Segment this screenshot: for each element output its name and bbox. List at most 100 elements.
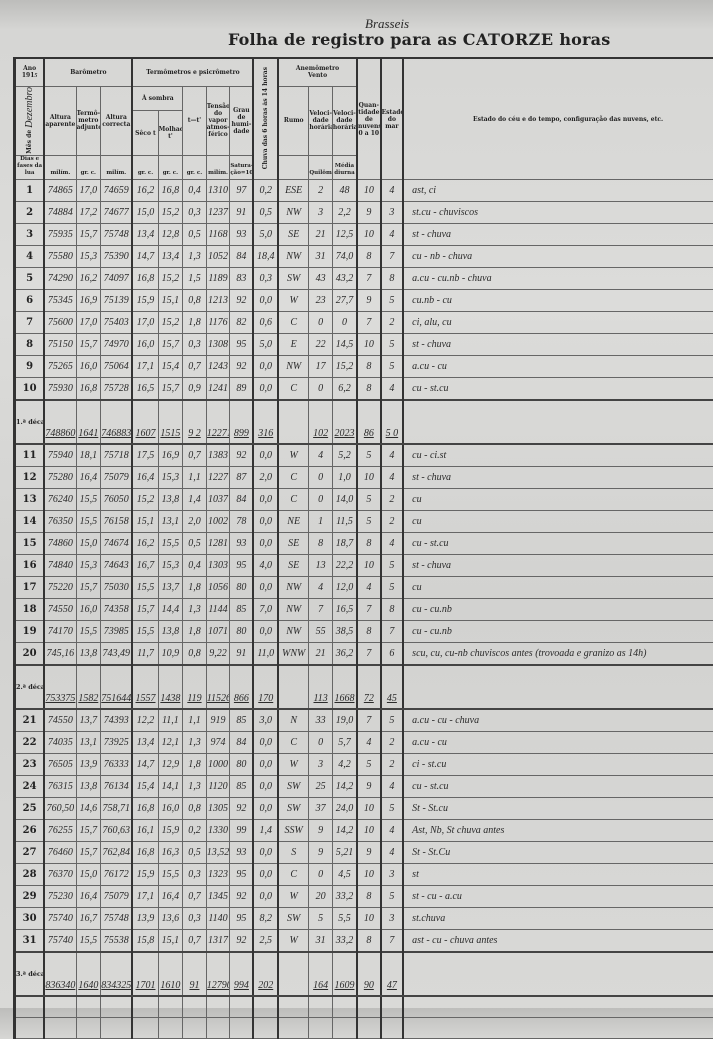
value-cell: 13,9 [132,908,158,930]
value-cell: 8 [357,886,381,908]
value-cell: 4 [381,180,404,202]
value-cell: 9 [309,820,333,842]
decade-value [278,665,309,709]
value-cell: 16,2 [132,180,158,202]
value-cell: 0,0 [253,776,278,798]
sky-description: Ast, Nb, St chuva antes [403,820,713,842]
value-cell: SW [278,798,309,820]
value-cell: 15,5 [158,864,183,886]
value-cell: 15,1 [132,511,158,533]
value-cell: 2,0 [183,511,207,533]
decade-value: 834325 [101,952,133,996]
value-cell: 75230 [44,886,76,908]
day-number: 18 [15,599,45,621]
value-cell: C [278,312,309,334]
value-cell: C [278,467,309,489]
value-cell: 13 [309,555,333,577]
sky-description: St - St.Cu [403,842,713,864]
day-number: 29 [15,886,45,908]
decade-value: 91 [183,952,207,996]
value-cell: 4 [381,467,404,489]
thermometers-header: Termômetros e psicrômetro [132,58,253,86]
value-cell: 75265 [44,356,76,378]
rain-header: Chuva das 6 horas às 14 horas [253,58,278,180]
value-cell: 0,0 [253,754,278,776]
value-cell: 75940 [44,444,76,467]
value-cell: 1310 [206,180,230,202]
value-cell: 4 [381,444,404,467]
value-cell: 974 [206,732,230,754]
value-cell: 0,0 [253,577,278,599]
value-cell: 95 [230,864,254,886]
value-cell: 8 [357,621,381,643]
value-cell: 0,0 [253,732,278,754]
decade-value: 202 [253,952,278,996]
value-cell: 74358 [101,599,133,621]
value-cell: 9,22 [206,643,230,666]
value-cell: 13,4 [132,732,158,754]
tensao-header: Tensão do vapor atmos-férico [206,86,230,156]
unit: gr. c. [132,156,158,180]
value-cell: 75740 [44,930,76,953]
value-cell: 16,5 [332,599,357,621]
value-cell: 1144 [206,599,230,621]
value-cell: 74290 [44,268,76,290]
value-cell: 760,50 [44,798,76,820]
value-cell: 17,1 [132,356,158,378]
value-cell: 89 [230,378,254,401]
value-cell: 1,8 [183,577,207,599]
wind-speed-mean-header: Veloci-dade horária [332,86,357,156]
value-cell: 16,4 [76,467,101,489]
value-cell: 8 [381,599,404,621]
decade-value: 11526 [206,665,230,709]
empty-cell [309,1018,333,1039]
value-cell: 92 [230,290,254,312]
value-cell: 13,8 [158,489,183,511]
value-cell: 6 [381,643,404,666]
value-cell: NW [278,577,309,599]
value-cell: 73925 [101,732,133,754]
decade-value: 1610 [158,952,183,996]
sky-description: cu - cu.nb [403,599,713,621]
value-cell: 15,3 [76,246,101,268]
value-cell: 85 [230,709,254,732]
blank-row [15,1018,713,1039]
decade-value: 113 [309,665,333,709]
decade-value: 1640 [76,952,101,996]
empty-cell [44,1018,76,1039]
day-number: 30 [15,908,45,930]
value-cell: W [278,886,309,908]
sky-description: cu - ci.st [403,444,713,467]
value-cell: 76333 [101,754,133,776]
value-cell: 87 [230,467,254,489]
value-cell: 19,0 [332,709,357,732]
value-cell: 76134 [101,776,133,798]
empty-cell [230,1018,254,1039]
value-cell: 1,5 [183,268,207,290]
value-cell: 2 [381,312,404,334]
value-cell: 75728 [101,378,133,401]
value-cell: 1345 [206,886,230,908]
value-cell: 1323 [206,864,230,886]
value-cell: SE [278,533,309,555]
empty-cell [132,1018,158,1039]
day-number: 22 [15,732,45,754]
value-cell: 0 [309,489,333,511]
value-cell: 76240 [44,489,76,511]
value-cell: 15,2 [132,489,158,511]
day-number: 26 [15,820,45,842]
value-cell: 15,5 [158,533,183,555]
decade-value: 102 [309,400,333,444]
value-cell: 1140 [206,908,230,930]
value-cell: 1213 [206,290,230,312]
value-cell: 12,5 [332,224,357,246]
day-number: 11 [15,444,45,467]
value-cell: 9 [357,842,381,864]
value-cell: 75139 [101,290,133,312]
value-cell: 91 [230,202,254,224]
